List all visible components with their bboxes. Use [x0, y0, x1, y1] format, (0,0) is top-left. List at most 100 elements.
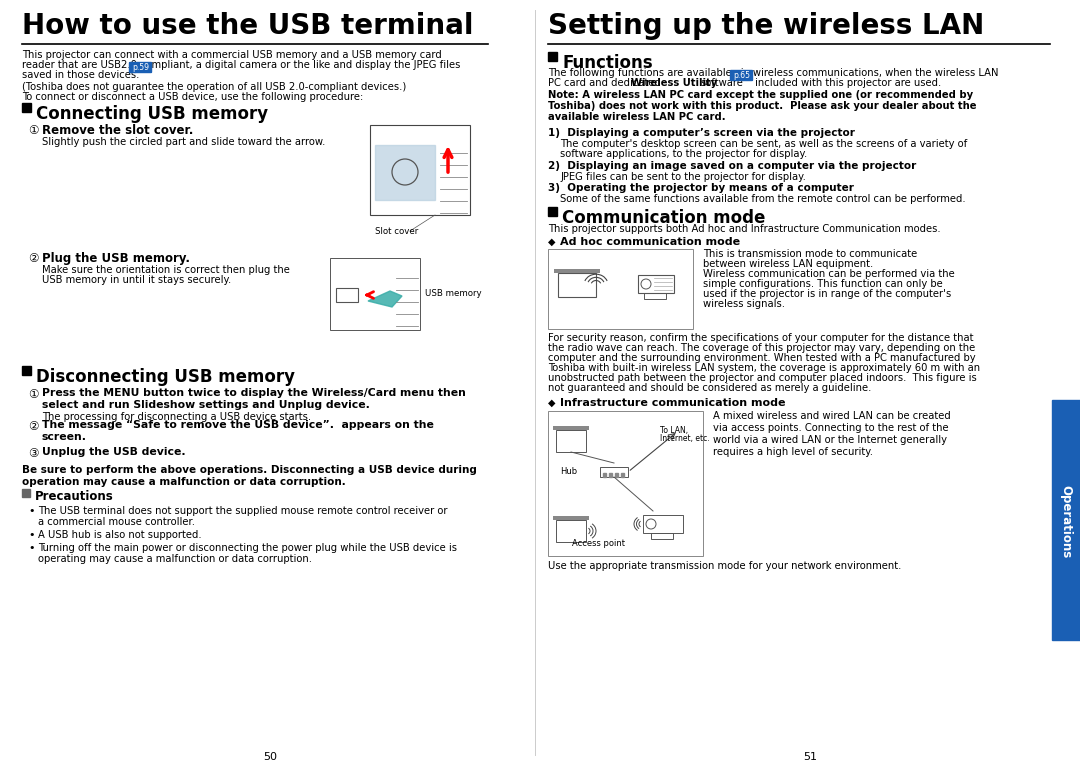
Bar [600, 467, 627, 477]
Text: ③: ③ [28, 447, 39, 460]
Text: •: • [28, 530, 35, 540]
Bar [553, 516, 589, 520]
Text: Setting up the wireless LAN: Setting up the wireless LAN [548, 12, 984, 40]
Bar [336, 288, 357, 302]
Bar [621, 473, 624, 477]
Bar [548, 411, 703, 556]
Text: The following functions are available via wireless communications, when the wire: The following functions are available vi… [548, 68, 999, 78]
Text: ◆: ◆ [548, 398, 555, 408]
Bar [556, 520, 586, 542]
Text: Functions: Functions [562, 54, 652, 72]
Text: p.65: p.65 [733, 71, 750, 80]
Text: 51: 51 [804, 752, 816, 762]
Text: The processing for disconnecting a USB device starts.: The processing for disconnecting a USB d… [42, 412, 311, 422]
Bar [556, 430, 586, 452]
Text: Precautions: Precautions [35, 490, 113, 503]
Bar [548, 207, 557, 216]
Text: Disconnecting USB memory: Disconnecting USB memory [36, 368, 295, 386]
Text: •: • [28, 543, 35, 553]
Bar [615, 473, 618, 477]
FancyBboxPatch shape [130, 63, 151, 72]
Text: wireless signals.: wireless signals. [703, 299, 785, 309]
Text: This projector supports both Ad hoc and Infrastructure Communication modes.: This projector supports both Ad hoc and … [548, 224, 941, 234]
Bar [548, 249, 693, 329]
Text: saved in those devices.: saved in those devices. [22, 70, 139, 80]
Bar [375, 145, 435, 200]
Text: operating may cause a malfunction or data corruption.: operating may cause a malfunction or dat… [38, 554, 312, 564]
Text: unobstructed path between the projector and computer placed indoors.  This figur: unobstructed path between the projector … [548, 373, 976, 383]
Bar [558, 273, 596, 297]
Text: Remove the slot cover.: Remove the slot cover. [42, 124, 193, 137]
Text: simple configurations. This function can only be: simple configurations. This function can… [703, 279, 943, 289]
Text: Hub: Hub [561, 466, 577, 475]
Bar [22, 366, 31, 375]
Text: •: • [28, 506, 35, 516]
Text: reader that are USB2.0 compliant, a digital camera or the like and display the J: reader that are USB2.0 compliant, a digi… [22, 60, 460, 70]
Text: For security reason, confirm the specifications of your computer for the distanc: For security reason, confirm the specifi… [548, 333, 973, 343]
Text: used if the projector is in range of the computer's: used if the projector is in range of the… [703, 289, 951, 299]
Bar [554, 269, 600, 273]
Text: Unplug the USB device.: Unplug the USB device. [42, 447, 186, 457]
Text: p.59: p.59 [132, 63, 149, 72]
Text: 2)  Displaying an image saved on a computer via the projector: 2) Displaying an image saved on a comput… [548, 161, 916, 171]
Text: Ad hoc communication mode: Ad hoc communication mode [561, 237, 740, 247]
Bar [638, 275, 674, 293]
Text: Turning off the main power or disconnecting the power plug while the USB device : Turning off the main power or disconnect… [38, 543, 457, 553]
Text: A mixed wireless and wired LAN can be created: A mixed wireless and wired LAN can be cr… [713, 411, 950, 421]
Text: Use the appropriate transmission mode for your network environment.: Use the appropriate transmission mode fo… [548, 561, 902, 571]
FancyBboxPatch shape [730, 70, 753, 81]
Text: JPEG files can be sent to the projector for display.: JPEG files can be sent to the projector … [561, 172, 806, 182]
Text: PC card and dedicated: PC card and dedicated [548, 78, 661, 88]
Text: via access points. Connecting to the rest of the: via access points. Connecting to the res… [713, 423, 948, 433]
Text: software: software [700, 78, 743, 88]
Text: 50: 50 [264, 752, 276, 762]
Text: To LAN,: To LAN, [660, 426, 688, 435]
Bar [644, 293, 666, 299]
Bar [651, 533, 673, 539]
Text: between wireless LAN equipment.: between wireless LAN equipment. [703, 259, 874, 269]
Text: This is transmission mode to communicate: This is transmission mode to communicate [703, 249, 917, 259]
Text: (Toshiba does not guarantee the operation of all USB 2.0-compliant devices.): (Toshiba does not guarantee the operatio… [22, 82, 406, 92]
Text: The USB terminal does not support the supplied mouse remote control receiver or: The USB terminal does not support the su… [38, 506, 447, 516]
Text: a commercial mouse controller.: a commercial mouse controller. [38, 517, 195, 527]
Text: Infrastructure communication mode: Infrastructure communication mode [561, 398, 785, 408]
Bar [22, 103, 31, 112]
Text: 3)  Operating the projector by means of a computer: 3) Operating the projector by means of a… [548, 183, 854, 193]
Polygon shape [368, 291, 402, 307]
Bar [643, 515, 683, 533]
Text: requires a high level of security.: requires a high level of security. [713, 447, 873, 457]
Text: ◆: ◆ [548, 237, 555, 247]
Text: ①: ① [28, 388, 39, 401]
Bar [22, 489, 30, 497]
Bar [548, 52, 557, 61]
Text: world via a wired LAN or the Internet generally: world via a wired LAN or the Internet ge… [713, 435, 947, 445]
Text: software applications, to the projector for display.: software applications, to the projector … [561, 149, 807, 159]
Text: operation may cause a malfunction or data corruption.: operation may cause a malfunction or dat… [22, 477, 346, 487]
Text: available wireless LAN PC card.: available wireless LAN PC card. [548, 112, 726, 122]
Text: Slightly push the circled part and slide toward the arrow.: Slightly push the circled part and slide… [42, 137, 325, 147]
Text: This projector can connect with a commercial USB memory and a USB memory card: This projector can connect with a commer… [22, 50, 442, 60]
Text: The message “Safe to remove the USB device”.  appears on the: The message “Safe to remove the USB devi… [42, 420, 434, 430]
Text: Make sure the orientation is correct then plug the: Make sure the orientation is correct the… [42, 265, 289, 275]
Text: ②: ② [28, 420, 39, 433]
Text: screen.: screen. [42, 432, 87, 442]
Text: The computer's desktop screen can be sent, as well as the screens of a variety o: The computer's desktop screen can be sen… [561, 139, 968, 149]
Text: Wireless Utility: Wireless Utility [631, 78, 717, 88]
Text: the radio wave can reach. The coverage of this projector may vary, depending on : the radio wave can reach. The coverage o… [548, 343, 975, 353]
Text: Connecting USB memory: Connecting USB memory [36, 105, 268, 123]
Text: select and run Slideshow settings and Unplug device.: select and run Slideshow settings and Un… [42, 400, 369, 410]
Text: USB memory in until it stays securely.: USB memory in until it stays securely. [42, 275, 231, 285]
Bar [1052, 400, 1080, 640]
Text: Note: A wireless LAN PC card except the supplied one (or recommended by: Note: A wireless LAN PC card except the … [548, 90, 973, 100]
Bar [330, 258, 420, 330]
Text: Access point: Access point [571, 539, 624, 548]
Text: Some of the same functions available from the remote control can be performed.: Some of the same functions available fro… [561, 194, 966, 204]
Text: A USB hub is also not supported.: A USB hub is also not supported. [38, 530, 202, 540]
Text: To connect or disconnect a USB device, use the following procedure:: To connect or disconnect a USB device, u… [22, 92, 363, 102]
Text: Wireless communication can be performed via the: Wireless communication can be performed … [703, 269, 955, 279]
Bar [370, 125, 470, 215]
Text: Toshiba) does not work with this product.  Please ask your dealer about the: Toshiba) does not work with this product… [548, 101, 976, 111]
Text: Toshiba with built-in wireless LAN system, the coverage is approximately 60 m wi: Toshiba with built-in wireless LAN syste… [548, 363, 981, 373]
Text: How to use the USB terminal: How to use the USB terminal [22, 12, 473, 40]
Text: ②: ② [28, 252, 39, 265]
